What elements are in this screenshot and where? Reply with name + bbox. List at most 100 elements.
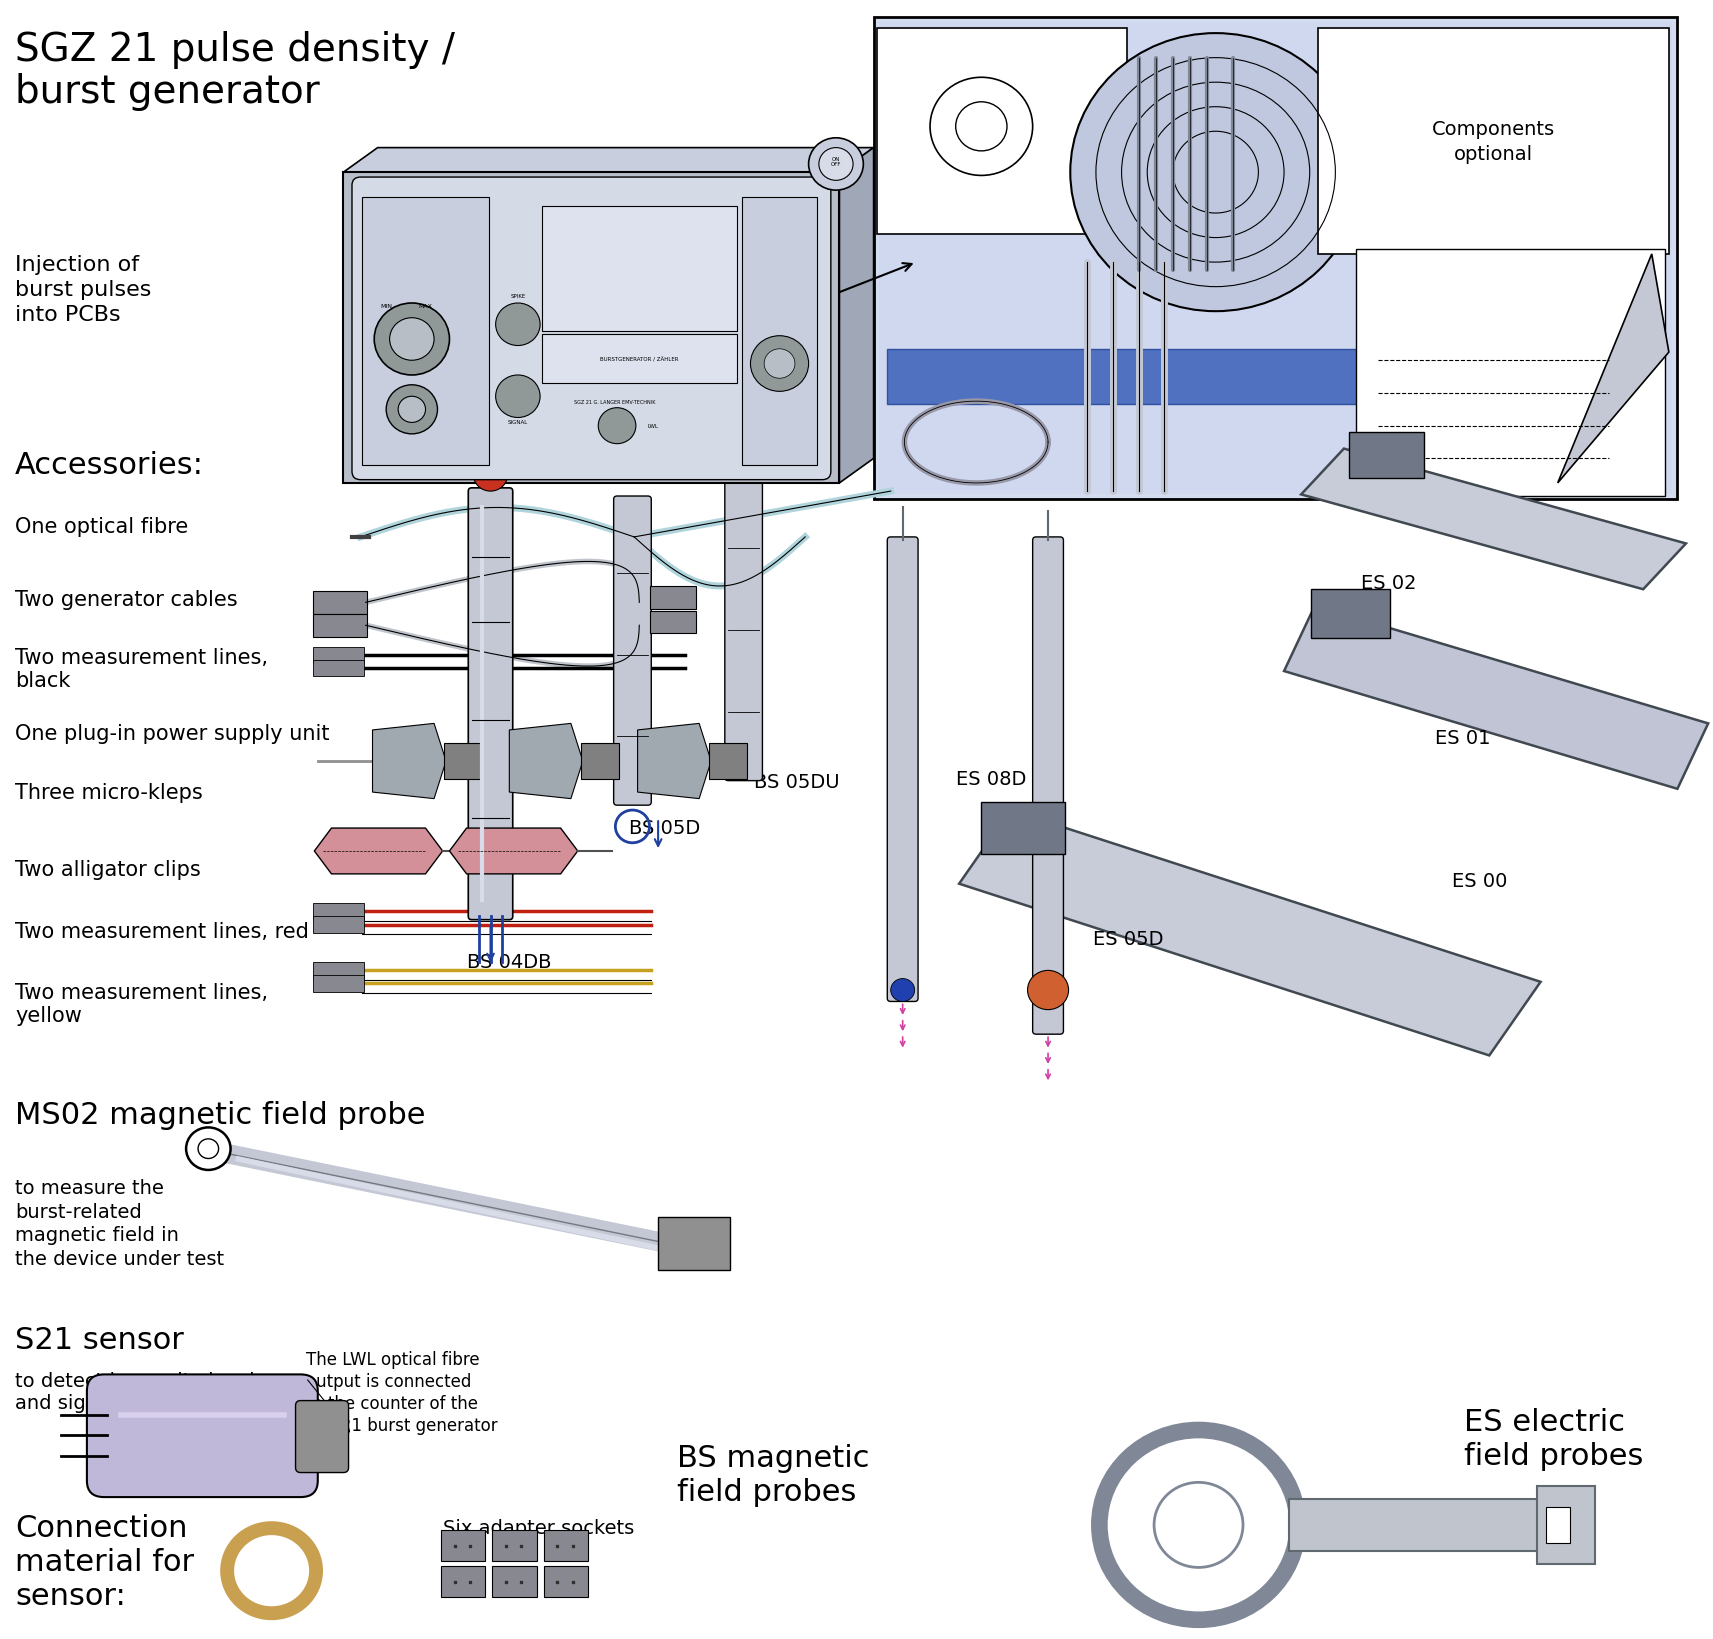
Text: SIGNAL: SIGNAL xyxy=(507,420,528,425)
FancyBboxPatch shape xyxy=(879,23,1672,495)
FancyBboxPatch shape xyxy=(658,1218,730,1270)
FancyBboxPatch shape xyxy=(440,1529,485,1560)
Polygon shape xyxy=(449,829,577,874)
Text: The LWL optical fibre
output is connected
to the counter of the
SGZ21 burst gene: The LWL optical fibre output is connecte… xyxy=(307,1351,497,1434)
Text: ES 00: ES 00 xyxy=(1451,870,1507,890)
FancyBboxPatch shape xyxy=(313,661,363,677)
Text: Accessories:: Accessories: xyxy=(15,451,204,480)
FancyBboxPatch shape xyxy=(361,198,488,465)
FancyBboxPatch shape xyxy=(313,903,363,919)
Text: MAX: MAX xyxy=(418,303,432,308)
FancyBboxPatch shape xyxy=(313,592,367,615)
Text: Six adapter sockets: Six adapter sockets xyxy=(442,1518,634,1537)
Text: Two measurement lines,
black: Two measurement lines, black xyxy=(15,647,267,690)
FancyBboxPatch shape xyxy=(492,1529,536,1560)
FancyBboxPatch shape xyxy=(541,334,737,384)
FancyBboxPatch shape xyxy=(1033,538,1064,1034)
Text: BS magnetic
field probes: BS magnetic field probes xyxy=(677,1444,870,1506)
Text: MIN: MIN xyxy=(380,303,392,308)
Text: BURSTGENERATOR / ZÄHLER: BURSTGENERATOR / ZÄHLER xyxy=(600,357,678,362)
Polygon shape xyxy=(1285,606,1708,790)
FancyBboxPatch shape xyxy=(444,744,481,780)
FancyBboxPatch shape xyxy=(649,587,695,610)
Text: Components
optional: Components optional xyxy=(1432,120,1555,164)
FancyBboxPatch shape xyxy=(492,1565,536,1596)
FancyBboxPatch shape xyxy=(313,647,363,664)
Text: Injection of
burst pulses
into PCBs: Injection of burst pulses into PCBs xyxy=(15,254,151,325)
FancyBboxPatch shape xyxy=(581,744,618,780)
Circle shape xyxy=(750,336,809,392)
Polygon shape xyxy=(1302,449,1686,590)
Circle shape xyxy=(1071,34,1362,311)
Text: BS 05DU: BS 05DU xyxy=(754,774,839,792)
Polygon shape xyxy=(839,149,874,484)
FancyBboxPatch shape xyxy=(468,488,512,919)
Polygon shape xyxy=(315,829,442,874)
Circle shape xyxy=(956,103,1007,152)
FancyBboxPatch shape xyxy=(313,916,363,933)
FancyBboxPatch shape xyxy=(1319,30,1668,254)
Text: ON
OFF: ON OFF xyxy=(831,157,841,167)
Text: Three micro-kleps: Three micro-kleps xyxy=(15,783,202,803)
FancyBboxPatch shape xyxy=(874,18,1677,500)
Text: ES 02: ES 02 xyxy=(1362,574,1417,593)
FancyBboxPatch shape xyxy=(87,1375,319,1496)
FancyBboxPatch shape xyxy=(543,1529,588,1560)
Circle shape xyxy=(495,375,540,418)
Text: Two measurement lines, red: Two measurement lines, red xyxy=(15,921,308,942)
Circle shape xyxy=(397,397,425,423)
Circle shape xyxy=(764,349,795,379)
Circle shape xyxy=(385,385,437,434)
FancyBboxPatch shape xyxy=(613,497,651,806)
Polygon shape xyxy=(1557,254,1668,484)
Text: SGZ 21 G. LANGER EMV-TECHNIK: SGZ 21 G. LANGER EMV-TECHNIK xyxy=(574,400,656,405)
Text: LWL: LWL xyxy=(648,425,660,429)
Circle shape xyxy=(1100,1431,1298,1619)
Text: Wire: Wire xyxy=(250,1542,293,1562)
Polygon shape xyxy=(959,811,1540,1056)
Polygon shape xyxy=(637,724,711,800)
Text: BS 05D: BS 05D xyxy=(629,820,701,838)
FancyBboxPatch shape xyxy=(887,538,918,1001)
Text: to measure the
burst-related
magnetic field in
the device under test: to measure the burst-related magnetic fi… xyxy=(15,1178,224,1269)
Text: ES 01: ES 01 xyxy=(1434,729,1490,747)
Circle shape xyxy=(255,1554,289,1587)
Text: Two measurement lines,
yellow: Two measurement lines, yellow xyxy=(15,982,267,1026)
Circle shape xyxy=(373,303,449,375)
FancyBboxPatch shape xyxy=(709,744,747,780)
FancyBboxPatch shape xyxy=(887,349,1458,405)
FancyBboxPatch shape xyxy=(1350,433,1424,479)
FancyBboxPatch shape xyxy=(742,198,817,465)
Polygon shape xyxy=(372,724,445,800)
Text: BS 02: BS 02 xyxy=(1341,1501,1396,1521)
FancyBboxPatch shape xyxy=(313,975,363,992)
FancyBboxPatch shape xyxy=(1537,1485,1595,1564)
FancyBboxPatch shape xyxy=(543,1565,588,1596)
Text: S21 sensor: S21 sensor xyxy=(15,1326,183,1354)
Circle shape xyxy=(389,318,433,361)
Text: SPIKE: SPIKE xyxy=(510,293,526,298)
FancyBboxPatch shape xyxy=(313,615,367,638)
Circle shape xyxy=(473,459,507,492)
FancyBboxPatch shape xyxy=(649,611,695,634)
Text: One optical fibre: One optical fibre xyxy=(15,516,188,536)
FancyBboxPatch shape xyxy=(1312,590,1389,639)
Polygon shape xyxy=(509,724,582,800)
Circle shape xyxy=(1155,1482,1244,1567)
FancyBboxPatch shape xyxy=(343,174,839,484)
Text: ES 05D: ES 05D xyxy=(1093,929,1163,949)
FancyBboxPatch shape xyxy=(1357,249,1665,497)
Circle shape xyxy=(819,149,853,182)
FancyBboxPatch shape xyxy=(296,1401,348,1473)
Circle shape xyxy=(228,1528,317,1613)
FancyBboxPatch shape xyxy=(877,30,1127,234)
Polygon shape xyxy=(343,149,874,174)
Text: One plug-in power supply unit: One plug-in power supply unit xyxy=(15,724,329,744)
Circle shape xyxy=(199,1139,219,1159)
FancyBboxPatch shape xyxy=(313,962,363,978)
Text: ES electric
field probes: ES electric field probes xyxy=(1463,1408,1643,1470)
FancyBboxPatch shape xyxy=(982,803,1065,854)
Circle shape xyxy=(891,978,915,1001)
FancyBboxPatch shape xyxy=(1545,1506,1569,1542)
Text: Connection
material for
sensor:: Connection material for sensor: xyxy=(15,1513,194,1609)
